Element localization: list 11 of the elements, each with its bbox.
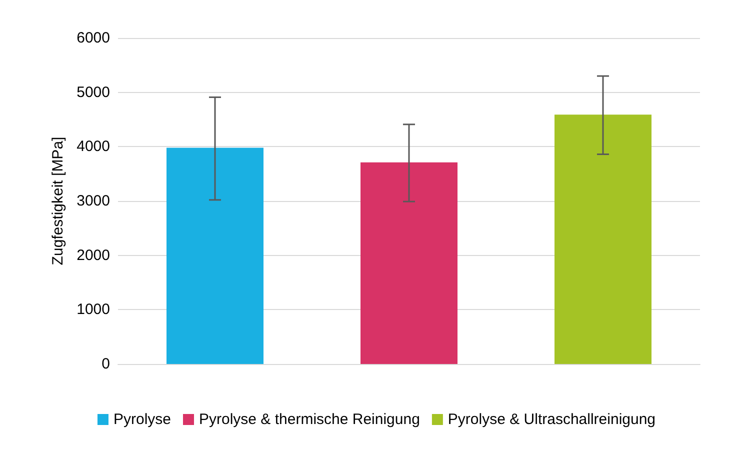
y-tick-label: 0 <box>102 356 110 372</box>
y-tick-label: 2000 <box>76 246 110 264</box>
y-tick-label: 6000 <box>76 30 110 46</box>
legend-label: Pyrolyse & Ultraschallreinigung <box>448 411 656 428</box>
y-tick-label: 1000 <box>76 301 110 318</box>
legend-label: Pyrolyse <box>113 411 172 428</box>
y-axis-title: Zugfestigkeit [MPa] <box>50 136 67 266</box>
y-tick-label: 5000 <box>76 84 110 101</box>
legend-label: Pyrolyse & thermische Reinigung <box>198 411 420 428</box>
y-tick-label: 4000 <box>76 138 110 156</box>
y-tick-label: 3000 <box>76 192 110 210</box>
